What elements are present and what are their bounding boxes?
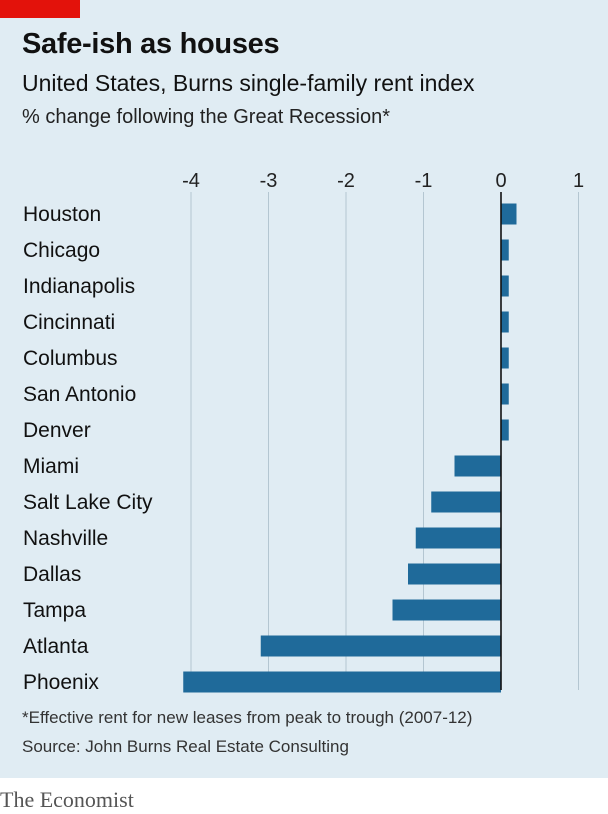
bar <box>183 671 501 693</box>
bar <box>501 275 509 297</box>
category-label: Atlanta <box>23 635 89 658</box>
category-label: Dallas <box>23 563 81 586</box>
category-label: Tampa <box>23 599 86 622</box>
category-label: Miami <box>23 455 79 478</box>
bar <box>392 599 501 621</box>
x-tick-label: -3 <box>260 170 278 192</box>
x-tick-label: -1 <box>415 170 433 192</box>
bar <box>415 527 501 549</box>
bar <box>454 455 501 477</box>
category-label: Indianapolis <box>23 275 135 298</box>
bar <box>501 203 517 225</box>
bar <box>501 383 509 405</box>
x-tick-label: -2 <box>337 170 355 192</box>
chart-unit-line: % change following the Great Recession* <box>22 106 390 128</box>
category-label: Nashville <box>23 527 108 550</box>
category-label: San Antonio <box>23 383 136 406</box>
bar-chart: -4 -3 -2 -1 0 1 Houston Chicago Indianapolis Cinc… <box>23 170 584 694</box>
category-label: Denver <box>23 419 91 442</box>
footnote: *Effective rent for new leases from peak… <box>22 708 473 727</box>
bar <box>501 311 509 333</box>
chart-title: Safe-ish as houses <box>22 28 280 60</box>
category-label: Phoenix <box>23 671 99 694</box>
economist-logo: The Economist <box>0 787 134 812</box>
x-tick-label: 0 <box>495 170 506 192</box>
category-label: Cincinnati <box>23 311 115 334</box>
x-tick-label: -4 <box>182 170 200 192</box>
brand-tag <box>0 0 80 18</box>
x-tick-label: 1 <box>573 170 584 192</box>
bar <box>501 239 509 261</box>
bar <box>260 635 501 657</box>
category-label: Columbus <box>23 347 118 370</box>
category-label: Chicago <box>23 239 100 262</box>
bar <box>501 347 509 369</box>
bar <box>431 491 501 513</box>
bar <box>408 563 501 585</box>
source-note: Source: John Burns Real Estate Consultin… <box>22 737 349 756</box>
chart-subtitle: United States, Burns single-family rent … <box>22 70 475 96</box>
category-label: Salt Lake City <box>23 491 153 514</box>
bar <box>501 419 509 441</box>
category-label: Houston <box>23 203 101 226</box>
